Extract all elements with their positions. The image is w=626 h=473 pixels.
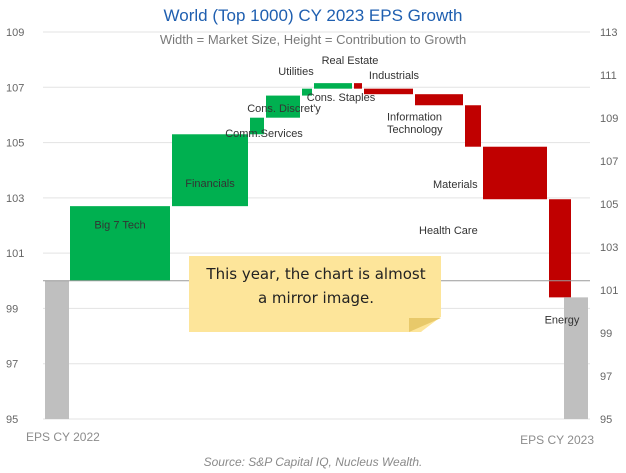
right-tick-label: 95	[600, 414, 612, 426]
bar-label: Information	[387, 111, 442, 123]
bar-label: Energy	[545, 315, 580, 327]
bar-rise	[266, 95, 300, 118]
end-total-label: EPS CY 2023	[520, 433, 594, 447]
start-total-label: EPS CY 2022	[26, 430, 100, 444]
bar-rise	[250, 117, 264, 135]
bar-label: Financials	[185, 178, 235, 190]
left-tick-label: 95	[6, 414, 18, 426]
bar-label: Health Care	[419, 225, 478, 237]
bar-label: Technology	[387, 124, 443, 136]
bar-fall	[415, 94, 463, 106]
bar-rise	[314, 83, 352, 89]
bar-fall	[354, 83, 362, 89]
bar-start-total	[45, 280, 69, 419]
sticky-note	[189, 256, 441, 332]
left-tick-label: 109	[6, 27, 24, 39]
sticky-note-line-1: This year, the chart is almost	[206, 265, 426, 283]
right-tick-label: 107	[600, 156, 618, 168]
chart-title: World (Top 1000) CY 2023 EPS Growth	[163, 6, 463, 25]
bar-fall	[465, 105, 481, 147]
right-tick-label: 111	[600, 70, 617, 82]
sticky-note-text: This year, the chart is almost a mirror …	[200, 262, 432, 310]
bar-label: Big 7 Tech	[94, 219, 145, 231]
axes: 95 97 99 101 103 105 107 109 95 97 99 101 103 105 107 1…	[6, 27, 618, 426]
bar-rise	[302, 88, 312, 96]
left-tick-label: 97	[6, 359, 18, 371]
left-tick-label: 107	[6, 82, 24, 94]
right-tick-label: 113	[600, 27, 618, 39]
bar-label: Real Estate	[322, 55, 379, 67]
bar-end-total	[564, 297, 588, 419]
chart-subtitle: Width = Market Size, Height = Contributi…	[159, 32, 467, 47]
right-tick-label: 99	[600, 328, 612, 340]
bar-fall	[483, 146, 547, 200]
left-tick-label: 99	[6, 303, 18, 315]
left-tick-label: 103	[6, 193, 24, 205]
bar-label: Utilities	[278, 66, 314, 78]
bar-labels: Big 7 Tech Financials Comm.Services Cons. D…	[26, 55, 594, 447]
bar-rise	[172, 134, 248, 207]
bar-label: Materials	[433, 179, 478, 191]
right-tick-label: 103	[600, 242, 618, 254]
left-tick-label: 105	[6, 138, 24, 150]
bar-fall	[364, 88, 413, 95]
bar-fall	[549, 199, 571, 298]
bars	[45, 83, 588, 419]
bar-label: Cons. Discret'y	[247, 103, 321, 115]
right-tick-label: 109	[600, 113, 618, 125]
sticky-note-line-2: a mirror image.	[257, 289, 375, 307]
bar-label: Industrials	[369, 70, 420, 82]
bar-rise	[70, 206, 170, 281]
bar-label: Cons. Staples	[307, 92, 376, 104]
left-tick-label: 101	[6, 248, 24, 260]
right-tick-label: 105	[600, 199, 618, 211]
bar-label: Comm.Services	[225, 128, 303, 140]
source-note: Source: S&P Capital IQ, Nucleus Wealth.	[203, 455, 423, 469]
right-tick-label: 97	[600, 371, 612, 383]
right-tick-label: 101	[600, 285, 618, 297]
